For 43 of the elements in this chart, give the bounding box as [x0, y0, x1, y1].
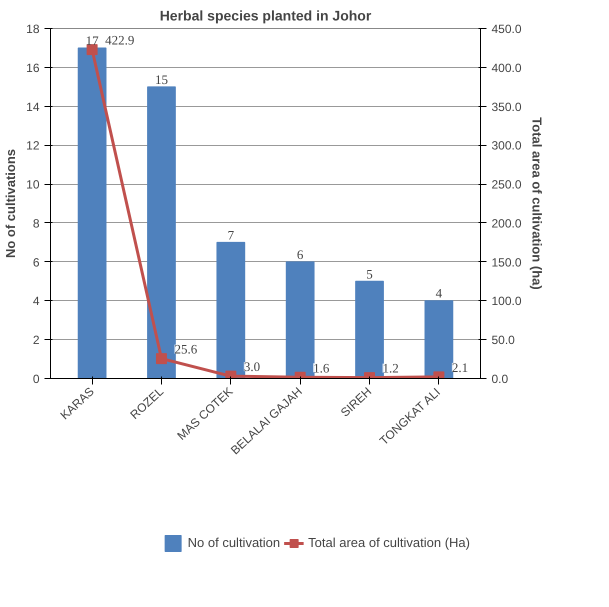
y2-tick-label: 300.0: [492, 138, 522, 153]
y2-tick-label: 100.0: [492, 294, 522, 308]
data-label: 1.2: [382, 360, 399, 376]
bar: [424, 300, 454, 378]
data-label: 6: [296, 246, 304, 262]
y-tick-label: 8: [32, 216, 40, 230]
y-tick-label: 0: [32, 372, 40, 386]
y-tick-label: 2: [32, 333, 40, 348]
y-tick-label: 16: [26, 60, 40, 75]
y2-tick-label: 450.0: [492, 22, 522, 36]
bar: [355, 280, 384, 378]
data-label: 7: [228, 227, 235, 242]
y-tick-label: 4: [32, 294, 40, 308]
y2-tick-label: 350.0: [492, 100, 522, 114]
data-label: 25.6: [174, 342, 198, 357]
bar: [216, 242, 246, 378]
y2-tick-label: 0.0: [492, 372, 509, 386]
point: [86, 44, 98, 56]
data-label: 3.0: [244, 359, 260, 374]
y2-tick-label: 150.0: [492, 255, 522, 270]
data-label: 15: [154, 72, 168, 87]
data-label: 422.9: [105, 32, 134, 48]
data-label: 4: [436, 286, 443, 301]
y-tick-label: 10: [26, 178, 40, 192]
y-tick-label: 12: [26, 138, 40, 153]
chart-title: Herbal species planted in Johor: [160, 8, 372, 24]
data-label: 2.1: [452, 360, 468, 375]
y2-axis-title: Total area of cultivation (ha): [530, 117, 545, 290]
y2-tick-label: 250.0: [492, 178, 522, 192]
y-axis-title: No of cultivations: [3, 148, 18, 258]
legend-label: No of cultivation: [188, 535, 280, 550]
data-label: 17: [86, 32, 100, 48]
legend-label: Total area of cultivation (Ha): [308, 535, 470, 550]
bar: [78, 47, 106, 378]
data-label: 1.6: [313, 360, 330, 376]
y2-tick-label: 50.0: [492, 333, 516, 348]
y-tick-label: 6: [32, 255, 40, 270]
bar: [147, 86, 176, 378]
y-tick-label: 18: [26, 22, 40, 36]
data-label: 5: [366, 266, 373, 282]
y2-tick-label: 400.0: [492, 60, 522, 75]
y-tick-label: 14: [26, 100, 40, 114]
y2-tick-label: 200.0: [492, 216, 522, 230]
